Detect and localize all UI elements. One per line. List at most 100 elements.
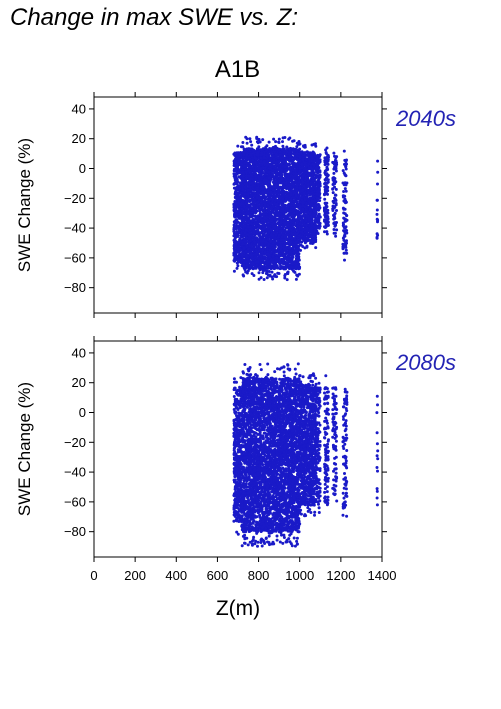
data-point [263, 250, 267, 254]
data-point [268, 253, 271, 257]
data-point [288, 185, 292, 189]
data-point [287, 254, 291, 258]
data-point [285, 185, 288, 189]
data-point [250, 265, 254, 269]
data-point [233, 224, 237, 228]
data-point [284, 204, 288, 207]
data-point [232, 172, 236, 176]
data-point [271, 169, 275, 173]
data-point [249, 188, 253, 192]
data-point [242, 247, 246, 251]
data-point [285, 233, 289, 237]
data-point [279, 200, 283, 204]
data-point [237, 158, 241, 162]
data-point [260, 264, 264, 268]
data-point [269, 202, 273, 206]
data-point [233, 159, 237, 163]
data-point [298, 186, 302, 190]
data-point [247, 169, 251, 173]
data-point [289, 240, 293, 244]
data-point [286, 177, 290, 181]
data-point [235, 182, 239, 186]
data-point [287, 137, 291, 141]
data-point [259, 159, 263, 163]
data-point [282, 213, 286, 217]
data-point [259, 238, 263, 242]
data-point [274, 140, 278, 144]
data-point [249, 159, 253, 163]
data-point [236, 258, 240, 262]
data-point [233, 214, 236, 218]
data-point [263, 230, 267, 234]
data-point [272, 267, 276, 271]
data-point [284, 261, 288, 264]
data-point [232, 220, 236, 224]
data-point [256, 260, 260, 264]
data-point [271, 188, 275, 192]
data-point [240, 191, 244, 195]
data-point [287, 259, 291, 263]
data-point [271, 198, 274, 201]
data-point [264, 147, 268, 151]
data-point [289, 234, 292, 238]
data-point [242, 200, 245, 204]
data-point [256, 183, 260, 186]
data-point [255, 231, 259, 235]
data-point [289, 198, 293, 202]
data-point [303, 145, 307, 149]
data-point [288, 148, 292, 152]
data-point [287, 229, 291, 233]
data-point [299, 248, 302, 252]
data-point [233, 181, 237, 185]
data-point [277, 253, 281, 257]
data-point [236, 144, 240, 148]
data-point [270, 217, 274, 221]
data-point [256, 200, 260, 204]
data-point [268, 195, 272, 199]
data-point [269, 267, 273, 271]
data-point [233, 191, 237, 195]
data-point [282, 254, 286, 258]
data-point [257, 257, 261, 261]
data-point [257, 243, 261, 246]
data-point [256, 221, 260, 225]
data-point [268, 211, 272, 215]
data-point [242, 224, 246, 228]
data-point [253, 208, 257, 212]
data-point [281, 140, 284, 144]
data-point [272, 160, 276, 164]
data-point [285, 164, 289, 168]
data-point [234, 154, 238, 158]
data-point [272, 246, 276, 250]
data-point [236, 224, 240, 228]
data-point [289, 265, 293, 269]
data-point [248, 137, 252, 141]
data-point [275, 265, 279, 269]
data-point [281, 144, 285, 148]
data-point [236, 264, 240, 268]
data-point [267, 199, 271, 203]
data-point [274, 253, 278, 257]
data-point [262, 233, 266, 236]
data-point [233, 186, 237, 190]
data-point [252, 274, 256, 277]
data-point [292, 202, 296, 206]
data-point [276, 212, 280, 216]
data-point [249, 194, 253, 198]
data-point [274, 152, 278, 156]
data-point [287, 225, 291, 229]
data-point [244, 196, 248, 200]
data-point [245, 253, 249, 257]
data-point [258, 140, 262, 144]
data-point [241, 170, 245, 174]
data-point [236, 170, 240, 174]
data-point [259, 261, 263, 265]
data-point [245, 203, 249, 207]
data-point [274, 172, 278, 175]
scenario-title: A1B [214, 56, 261, 83]
data-point [263, 160, 266, 163]
data-point [237, 197, 241, 201]
data-point [279, 220, 283, 224]
data-point [237, 250, 241, 254]
data-point [292, 139, 296, 143]
